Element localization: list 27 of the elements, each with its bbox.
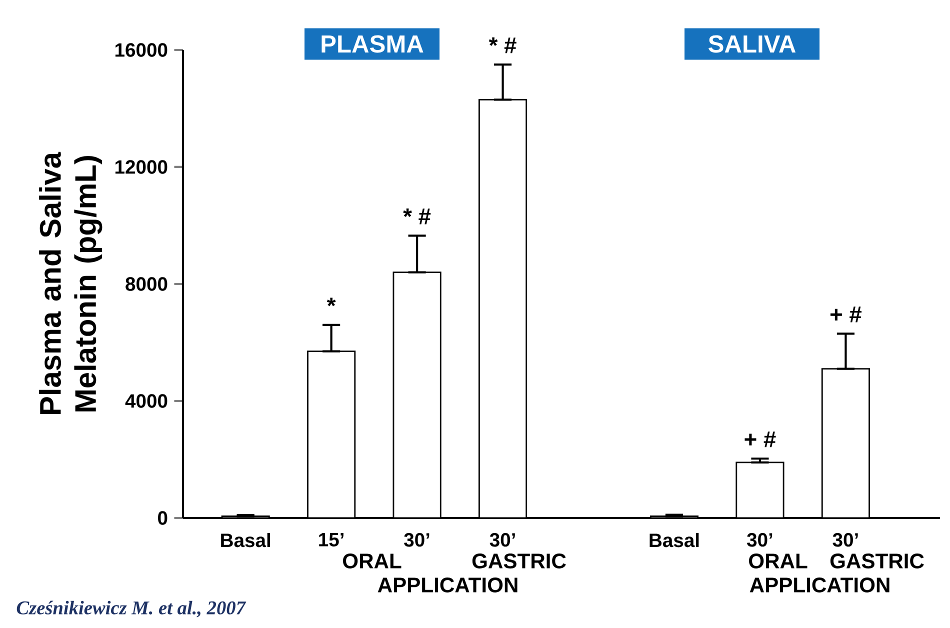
x-tick-label: 30’ [490, 533, 515, 547]
text: GASTRIC [830, 554, 924, 568]
text: Cześnikiewicz M. et al., 2007 [16, 600, 246, 618]
x-tick-label: Basal [221, 533, 270, 548]
x-tick-label: 15’ [319, 533, 344, 546]
annotation: SALIVA [708, 35, 796, 53]
x-tick-label: Basal [650, 533, 699, 548]
text: ORAL [342, 554, 402, 568]
data-label: * # [403, 208, 431, 224]
data-label: * # [488, 37, 516, 54]
text: ORAL [748, 554, 808, 568]
data-label: + # [744, 432, 776, 448]
y-tick-label: 0 [158, 511, 168, 525]
text: APPLICATION [378, 578, 518, 592]
y-tick-label: 8000 [126, 277, 168, 291]
y-axis-title: Plasma and Saliva Melatonin (pg/mL) [39, 152, 102, 414]
text: GASTRIC [472, 554, 566, 568]
text: APPLICATION [750, 578, 890, 592]
x-tick-label: 30’ [832, 533, 858, 547]
x-tick-label: 30’ [404, 533, 430, 547]
data-label: * [326, 298, 336, 306]
y-tick-label: 16000 [115, 43, 168, 57]
data-label: + # [830, 306, 862, 322]
x-tick-label: 30’ [746, 533, 772, 547]
y-tick-label: 4000 [125, 394, 168, 408]
y-tick-label: 12000 [115, 160, 168, 174]
annotation: PLASMA [322, 35, 424, 53]
